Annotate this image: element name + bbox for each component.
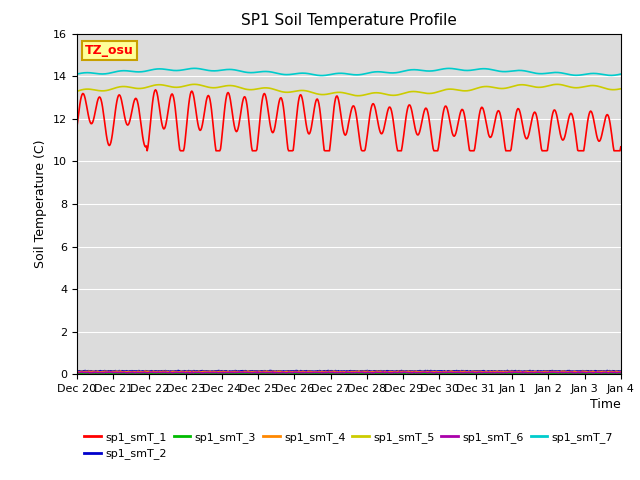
Text: TZ_osu: TZ_osu: [85, 44, 134, 57]
Legend: sp1_smT_1, sp1_smT_2, sp1_smT_3, sp1_smT_4, sp1_smT_5, sp1_smT_6, sp1_smT_7: sp1_smT_1, sp1_smT_2, sp1_smT_3, sp1_smT…: [80, 428, 618, 464]
Text: Time: Time: [590, 398, 621, 411]
Title: SP1 Soil Temperature Profile: SP1 Soil Temperature Profile: [241, 13, 457, 28]
Y-axis label: Soil Temperature (C): Soil Temperature (C): [35, 140, 47, 268]
